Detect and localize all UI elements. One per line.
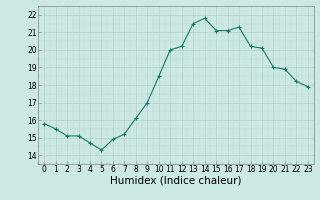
X-axis label: Humidex (Indice chaleur): Humidex (Indice chaleur) [110, 176, 242, 186]
